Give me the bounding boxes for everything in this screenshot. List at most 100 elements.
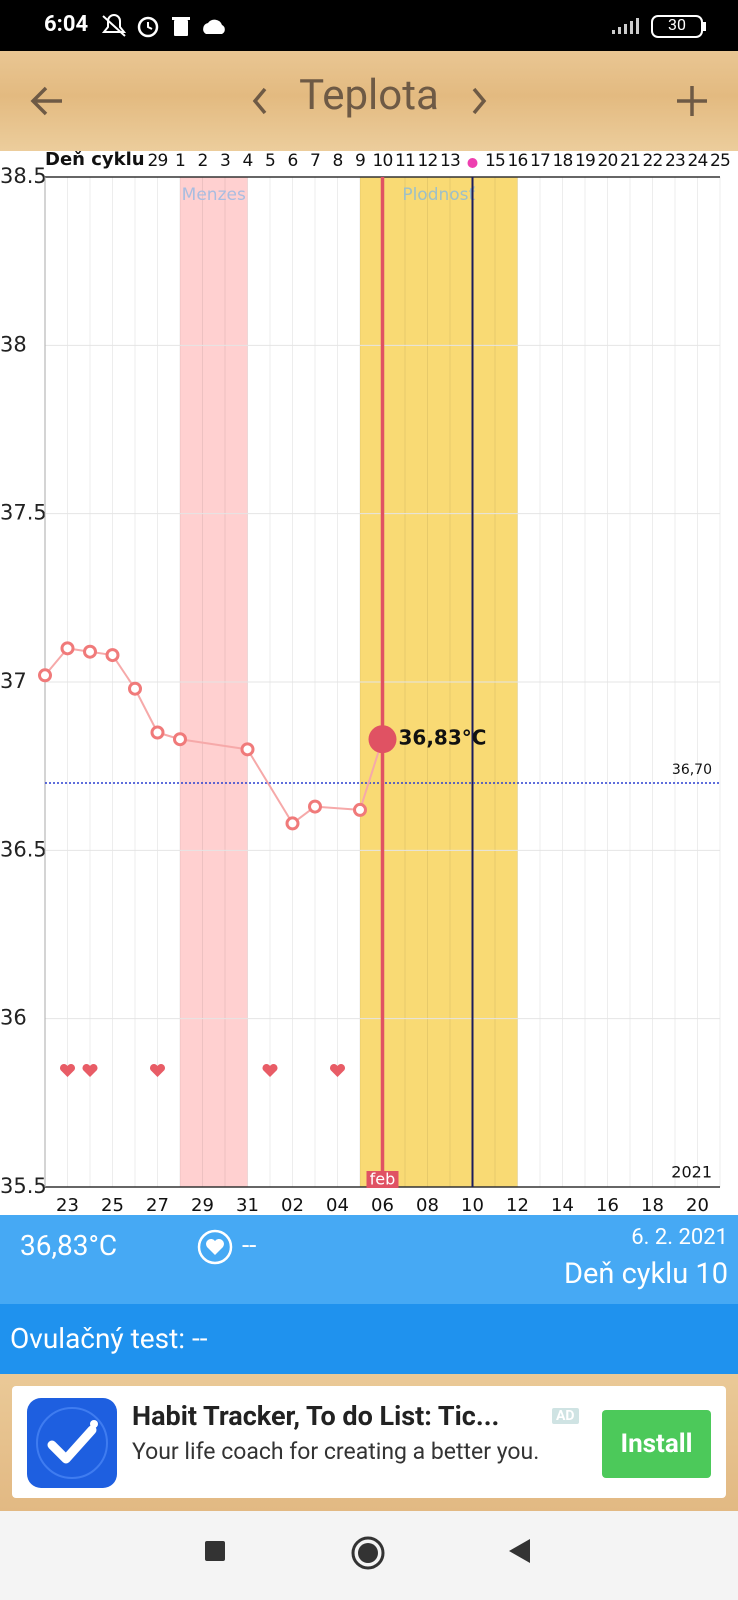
previous-button[interactable] [248, 83, 272, 119]
intercourse-heart [149, 1063, 166, 1077]
temperature-point [83, 644, 97, 659]
ad-card[interactable]: Habit Tracker, To do List: Tic... AD You… [12, 1386, 726, 1498]
y-tick-label: 38 [0, 332, 27, 356]
temperature-point [173, 732, 187, 747]
ad-area: Habit Tracker, To do List: Tic... AD You… [0, 1374, 738, 1511]
heart-icon [197, 1229, 233, 1265]
navigation-bar [0, 1511, 738, 1600]
x-tick-label: 29 [191, 1195, 214, 1215]
cycle-day-label: 17 [530, 151, 550, 171]
temperature-point [105, 648, 120, 663]
cycle-axis-label: Deň cyklu [45, 151, 145, 170]
temperature-segment [246, 748, 294, 824]
cycle-day-label: 11 [395, 151, 415, 171]
selected-value-label: 36,83°C [399, 726, 487, 750]
status-bar: 6:04 30 [0, 0, 738, 51]
intercourse-heart [82, 1063, 98, 1077]
band-label: Plodnosť [402, 185, 475, 205]
ad-description: Your life coach for creating a better yo… [132, 1438, 540, 1465]
x-tick-label: 25 [101, 1195, 124, 1215]
temperature-chart: Menzes Plodnosť 35.5 36 36.5 37 37.5 38 38.5Deň … [0, 151, 731, 1215]
intercourse-heart [262, 1063, 278, 1077]
clock: 6:04 [44, 12, 89, 37]
temperature-segment [314, 805, 361, 811]
ovulation-test-bar: Ovulačný test: -- [0, 1304, 738, 1374]
install-button[interactable]: Install [602, 1410, 711, 1478]
y-tick-label: 38.5 [0, 164, 47, 188]
x-tick-label: 10 [461, 1195, 484, 1215]
reference-label: 36,70 [672, 762, 712, 778]
home-button[interactable] [350, 1535, 386, 1571]
cycle-day-label: 25 [710, 151, 730, 171]
status-icons [101, 14, 225, 38]
temperature-point [128, 681, 142, 696]
cycle-day-label: 23 [665, 151, 685, 171]
back-nav-button[interactable] [505, 1536, 535, 1566]
x-tick-label: 08 [416, 1195, 439, 1215]
day-info: 36,83°C -- 6. 2. 2021 Deň cyklu 10 [0, 1215, 738, 1304]
day-cycle: Deň cyklu 10 [563, 1257, 728, 1291]
screen-title: Teplota [299, 71, 439, 120]
temperature-point [240, 742, 255, 757]
x-tick-label: 27 [146, 1195, 169, 1215]
next-button[interactable] [467, 83, 491, 119]
y-tick-label: 37.5 [0, 501, 47, 525]
ad-icon [27, 1398, 117, 1488]
ad-badge: AD [552, 1408, 579, 1424]
selected-point [368, 725, 397, 754]
x-tick-label: 02 [281, 1195, 304, 1215]
y-tick-label: 35.5 [0, 1174, 47, 1198]
cycle-day-label: 15 [485, 151, 505, 171]
add-button[interactable] [672, 81, 712, 121]
recents-button[interactable] [200, 1536, 230, 1566]
cycle-day-label: 19 [575, 151, 595, 171]
x-tick-label: 31 [236, 1195, 259, 1215]
day-temperature: 36,83°C [20, 1229, 118, 1262]
temperature-point [38, 668, 52, 683]
cycle-day-label: 18 [552, 151, 572, 171]
cycle-day-label: 22 [642, 151, 662, 171]
x-tick-label: 06 [371, 1195, 394, 1215]
y-tick-label: 36.5 [0, 837, 47, 861]
app-header: Teplota [0, 51, 738, 151]
intercourse-heart [59, 1063, 76, 1077]
back-button[interactable] [28, 81, 68, 121]
temperature-point [353, 802, 367, 817]
system-indicators [612, 15, 706, 38]
day-date: 6. 2. 2021 [631, 1225, 728, 1250]
intercourse-heart [329, 1063, 346, 1077]
temperature-point [60, 641, 75, 656]
y-tick-label: 37 [0, 669, 27, 693]
cycle-day-label: 29 [147, 151, 167, 171]
temperature-point [308, 799, 322, 814]
x-tick-label: 23 [56, 1195, 79, 1215]
x-tick-label: 04 [326, 1195, 349, 1215]
intercourse-status: -- [242, 1231, 257, 1261]
cycle-day-label: 2 [197, 151, 207, 171]
battery-level: 30 [668, 15, 686, 34]
x-tick-label: 18 [641, 1195, 664, 1215]
cycle-day-label: 13 [440, 151, 460, 171]
temperature-point [150, 725, 165, 740]
cycle-day-label: 21 [620, 151, 640, 171]
cycle-day-label: 8 [332, 151, 342, 171]
cycle-day-label: 5 [265, 151, 275, 171]
ovulation-test: Ovulačný test: -- [10, 1322, 208, 1355]
cycle-day-label: 24 [687, 151, 707, 171]
x-tick-label: 12 [506, 1195, 529, 1215]
temperature-point [285, 816, 300, 831]
cycle-day-label: 4 [242, 151, 252, 171]
ovulation-marker [467, 158, 478, 168]
y-tick-label: 36 [0, 1006, 27, 1030]
cycle-day-label: 9 [355, 151, 365, 171]
month-label: feb [370, 1170, 396, 1189]
x-tick-label: 14 [551, 1195, 574, 1215]
temperature-segment [179, 738, 248, 751]
x-tick-label: 16 [596, 1195, 619, 1215]
x-tick-label: 20 [686, 1195, 709, 1215]
ad-title: Habit Tracker, To do List: Tic... [132, 1400, 500, 1432]
band-label: Menzes [182, 185, 246, 205]
cycle-day-label: 16 [507, 151, 527, 171]
